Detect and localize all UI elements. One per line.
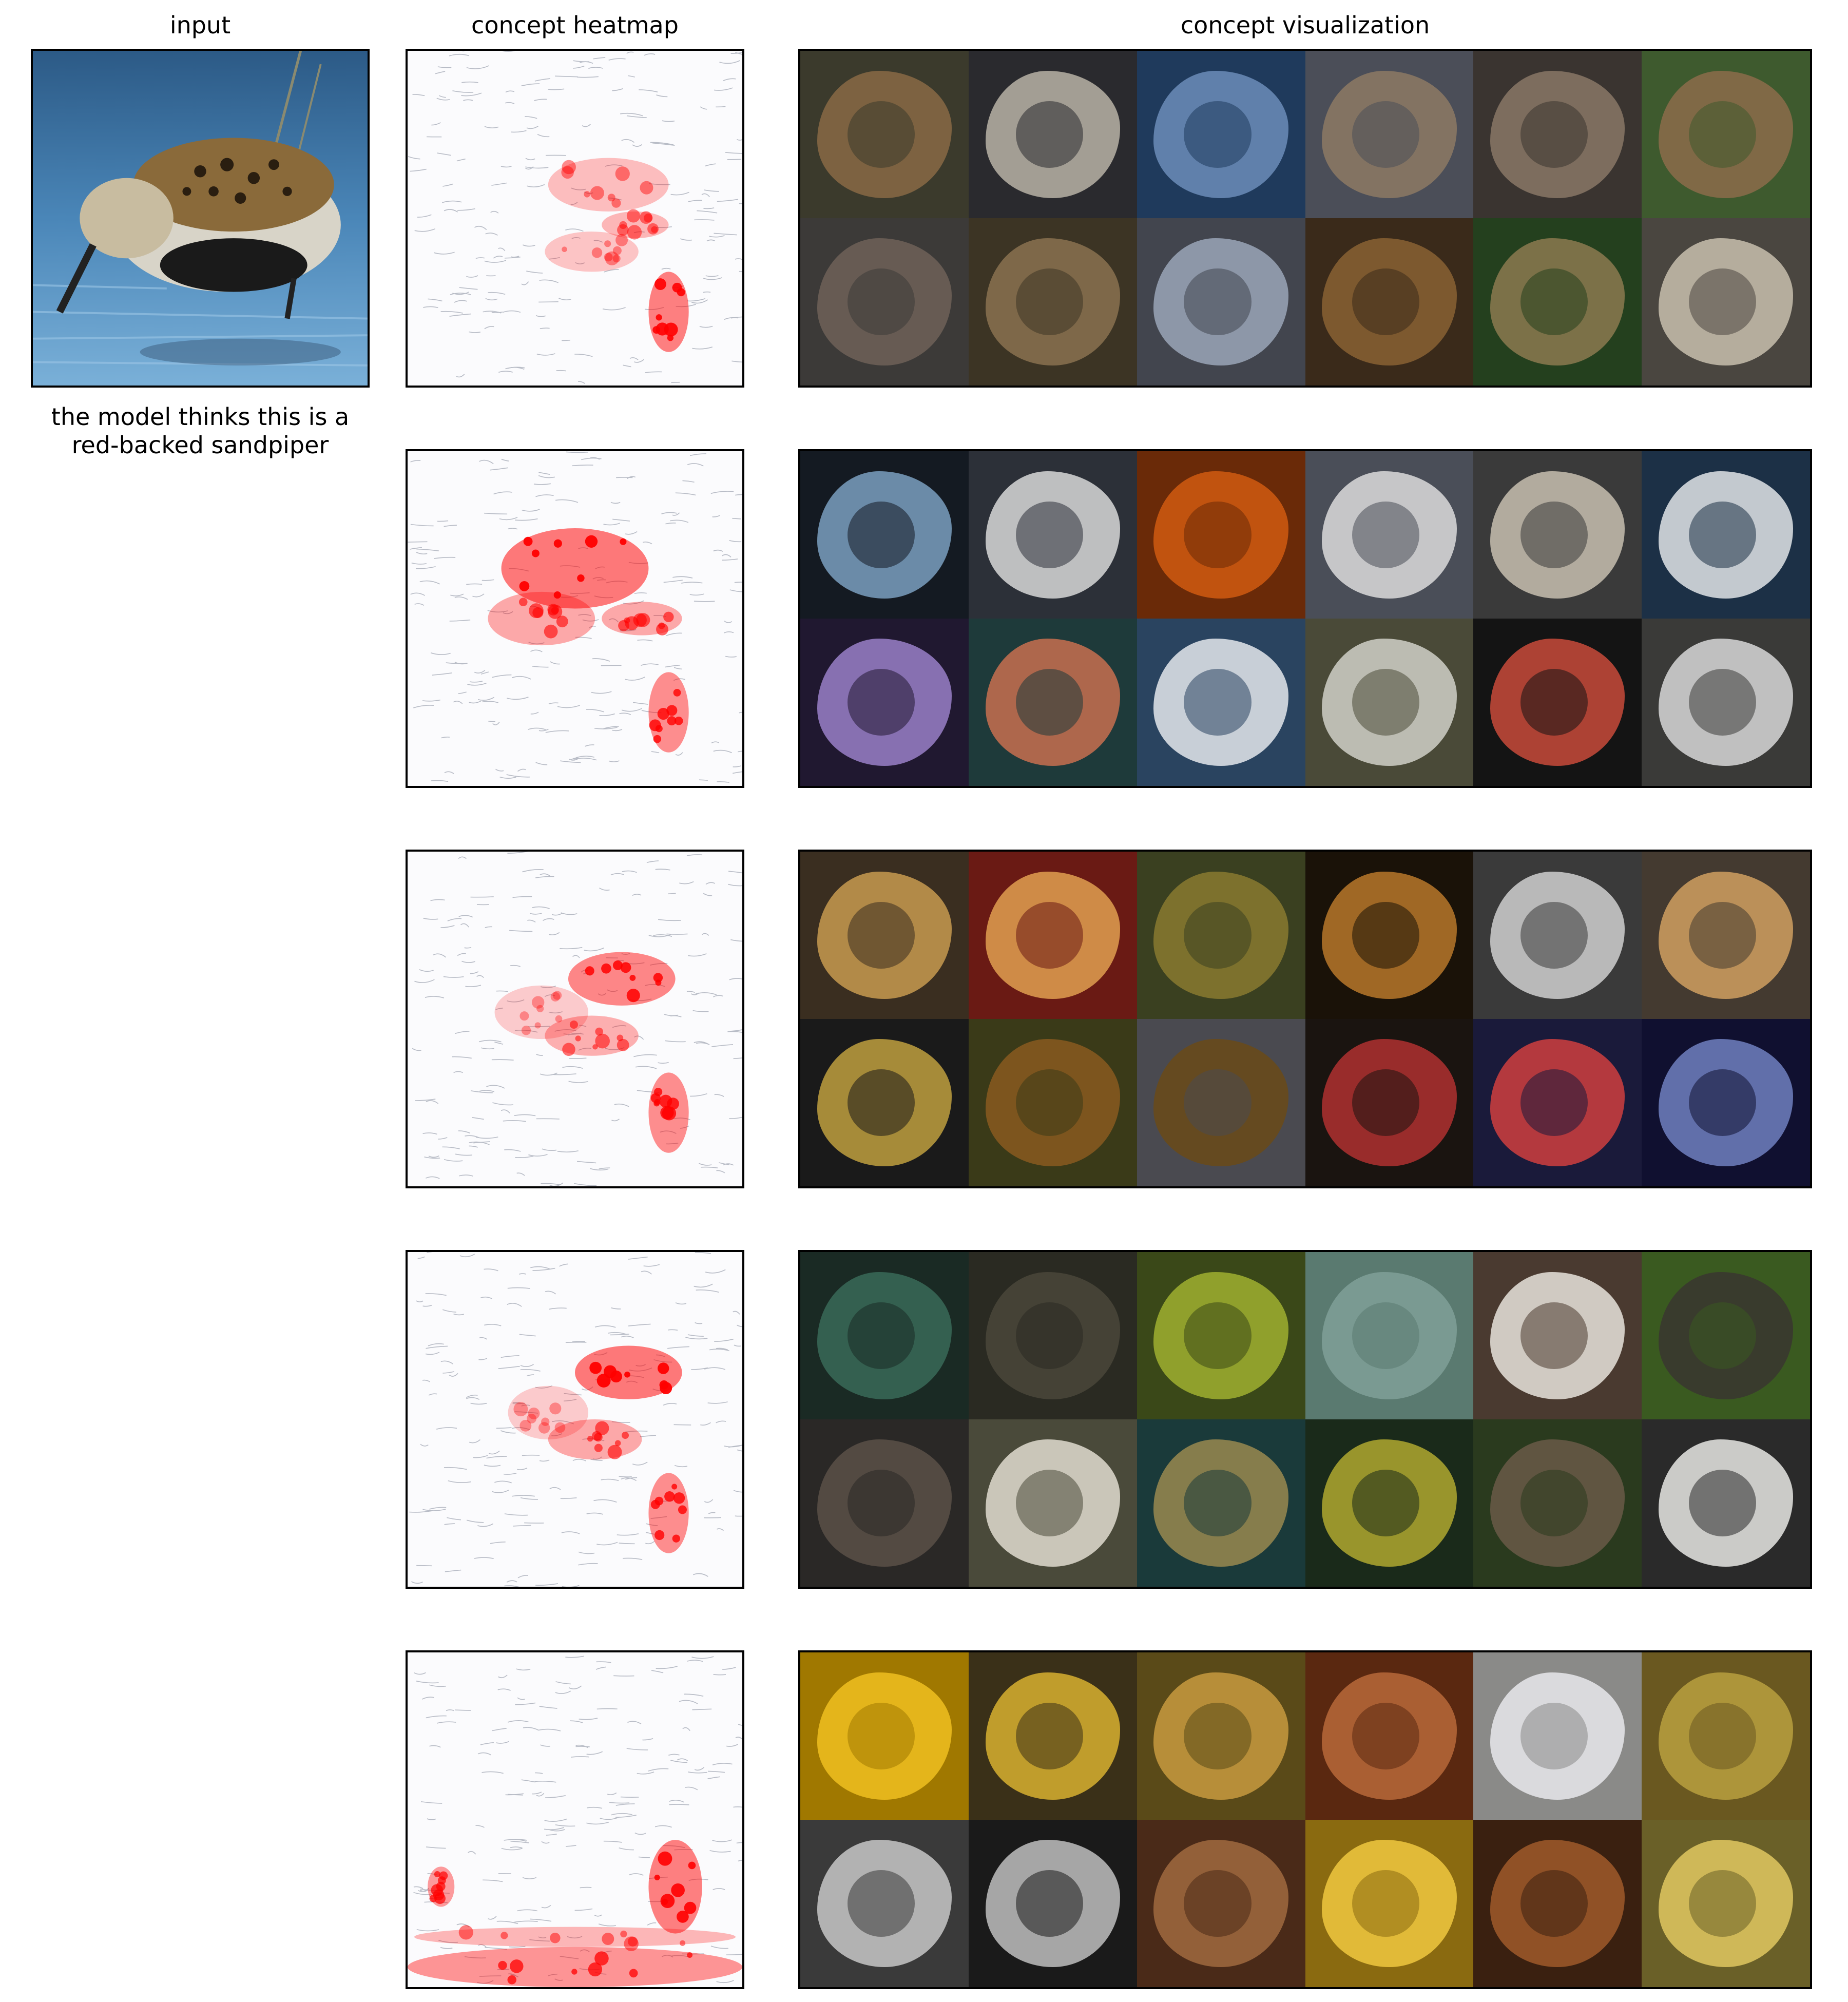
dresser-icon <box>1473 1820 1642 1987</box>
cruise-ship-icon <box>1305 451 1474 619</box>
turtle-icon <box>1137 1019 1305 1186</box>
cruise-ship-icon <box>1137 619 1305 786</box>
heatmap-icon <box>408 852 742 1186</box>
heatmap-column-title: concept heatmap <box>471 11 679 39</box>
sandpiper-icon <box>1473 51 1642 218</box>
corn-icon <box>968 1652 1137 1820</box>
slot-machine-icon <box>1642 1019 1810 1186</box>
cruise-ship-icon <box>1473 451 1642 619</box>
heatmap-icon <box>408 1652 742 1987</box>
brain-coral-icon <box>1305 1419 1474 1587</box>
slot-machine-icon <box>1473 1019 1642 1186</box>
menu-board-icon <box>1473 1652 1642 1820</box>
concept-visualization-grid <box>798 449 1812 788</box>
visualization-column-title: concept visualization <box>1180 11 1430 39</box>
lionfish-icon <box>1473 619 1642 786</box>
corn-icon <box>1305 1820 1474 1987</box>
concept-heatmap <box>406 49 744 388</box>
dresser-icon <box>1137 1820 1305 1987</box>
boar-icon <box>1473 1419 1642 1587</box>
coral-icon <box>1305 1252 1474 1419</box>
ptarmigan-icon <box>968 51 1137 218</box>
menu-board-icon <box>1642 1652 1810 1820</box>
boar-icon <box>1642 1252 1810 1419</box>
jaguar-icon <box>800 852 969 1019</box>
jaguar-icon <box>1305 852 1474 1019</box>
orange-pattern-icon <box>1137 451 1305 619</box>
turtle-icon <box>968 1019 1137 1186</box>
bird-icon <box>968 218 1137 386</box>
grouse-icon <box>1305 51 1474 218</box>
zebra-icon <box>1642 619 1810 786</box>
zebra-icon <box>1305 619 1474 786</box>
slot-machine-icon <box>800 1019 969 1186</box>
coral-icon <box>800 1252 969 1419</box>
newspaper-icon <box>1473 852 1642 1019</box>
concept-visualization-grid <box>798 1650 1812 1989</box>
paper-towel-icon <box>968 1419 1137 1587</box>
structure-icon <box>800 451 969 619</box>
grouse-icon <box>1642 51 1810 218</box>
concept-visualization-grid <box>798 1250 1812 1589</box>
sandpiper-icon <box>1642 218 1810 386</box>
concept-heatmap <box>406 1250 744 1589</box>
cruise-ship-icon <box>968 451 1137 619</box>
file-cabinet-icon <box>800 1820 969 1987</box>
lionfish-icon <box>968 619 1137 786</box>
quilt-icon <box>968 852 1137 1019</box>
paper-towel-icon <box>1473 1252 1642 1419</box>
salad-icon <box>1137 1652 1305 1820</box>
brain-coral-icon <box>1137 1419 1305 1587</box>
concept-heatmap <box>406 850 744 1188</box>
slot-machine-icon <box>1305 1019 1474 1186</box>
file-cabinet-icon <box>968 1820 1137 1987</box>
lionfish-icon <box>800 619 969 786</box>
boar-icon <box>968 1252 1137 1419</box>
input-image <box>31 49 370 388</box>
quail-icon <box>1305 218 1474 386</box>
dresser-icon <box>1305 1652 1474 1820</box>
heatmap-icon <box>408 51 742 386</box>
turtle-icon <box>1137 852 1305 1019</box>
cruise-ship-icon <box>1642 451 1810 619</box>
grouse-icon <box>800 51 969 218</box>
concept-heatmap <box>406 1650 744 1989</box>
sandpiper-photo-icon <box>33 51 368 386</box>
quail-icon <box>1473 218 1642 386</box>
concept-visualization-grid <box>798 49 1812 388</box>
concept-heatmap <box>406 449 744 788</box>
file-cabinet-icon <box>1642 1820 1810 1987</box>
concept-visualization-grid <box>798 850 1812 1188</box>
boar-icon <box>800 1419 969 1587</box>
input-column-title: input <box>169 11 231 39</box>
corn-icon <box>800 1652 969 1820</box>
heatmap-icon <box>408 1252 742 1587</box>
brain-coral-icon <box>1137 1252 1305 1419</box>
prediction-caption: the model thinks this is a red-backed sa… <box>51 403 350 459</box>
bird-icon <box>800 218 969 386</box>
paper-towel-icon <box>1642 1419 1810 1587</box>
heatmap-icon <box>408 451 742 786</box>
sandpipers-icon <box>1137 51 1305 218</box>
sandpiper-icon <box>1137 218 1305 386</box>
jaguar-icon <box>1642 852 1810 1019</box>
